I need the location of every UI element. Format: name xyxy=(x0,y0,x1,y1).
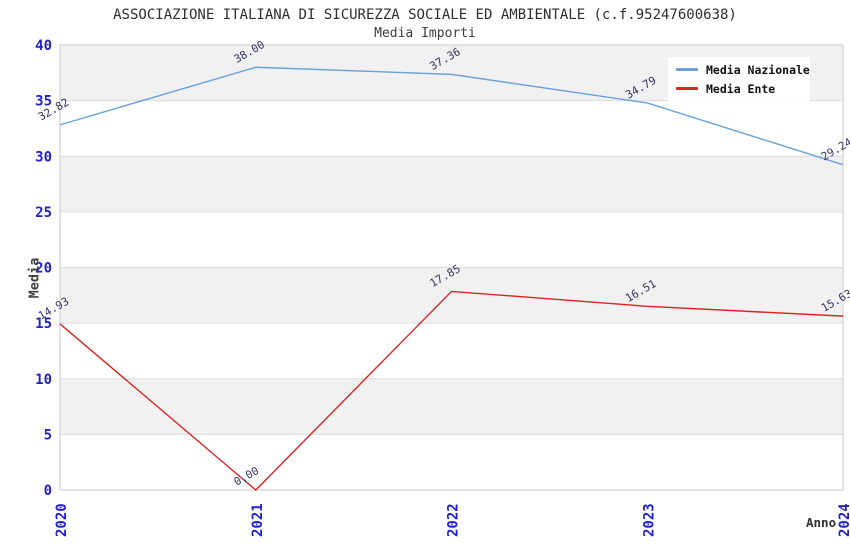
y-tick-label: 30 xyxy=(35,149,52,165)
legend-item-media-nazionale: Media Nazionale xyxy=(676,63,810,77)
plot-band xyxy=(60,156,843,212)
y-tick-label: 5 xyxy=(44,427,52,443)
media-nazionale-line-swatch-icon xyxy=(676,68,698,71)
y-tick-label: 0 xyxy=(44,483,52,499)
x-tick-label: 2023 xyxy=(641,503,657,537)
x-tick-label: 2021 xyxy=(250,503,266,537)
x-axis-title: Anno xyxy=(806,515,837,530)
series-line xyxy=(59,290,844,491)
plot-band xyxy=(60,378,843,435)
legend-item-media-ente: Media Ente xyxy=(676,82,810,96)
series-line xyxy=(59,66,844,166)
y-tick-label: 25 xyxy=(35,205,52,221)
data-point-label: 0.00 xyxy=(232,464,261,489)
y-tick-label: 40 xyxy=(35,38,52,54)
media-ente-line-swatch-icon xyxy=(676,87,698,90)
chart-title: ASSOCIAZIONE ITALIANA DI SICUREZZA SOCIA… xyxy=(113,7,737,23)
plot-border xyxy=(59,44,844,491)
plot-band xyxy=(60,267,843,324)
legend-label: Media Nazionale xyxy=(706,62,810,77)
x-tick-label: 2022 xyxy=(446,503,462,537)
x-tick-label: 2020 xyxy=(54,503,70,537)
y-tick-label: 20 xyxy=(35,261,52,277)
y-tick-label: 10 xyxy=(35,372,52,388)
chart-subtitle: Media Importi xyxy=(374,26,476,41)
x-tick-label: 2024 xyxy=(837,503,850,537)
y-axis-title: Media xyxy=(26,257,43,299)
y-tick-label: 35 xyxy=(35,94,52,110)
chart-legend: Media Nazionale Media Ente xyxy=(668,57,810,101)
legend-label: Media Ente xyxy=(706,81,776,96)
y-tick-label: 15 xyxy=(35,316,52,332)
